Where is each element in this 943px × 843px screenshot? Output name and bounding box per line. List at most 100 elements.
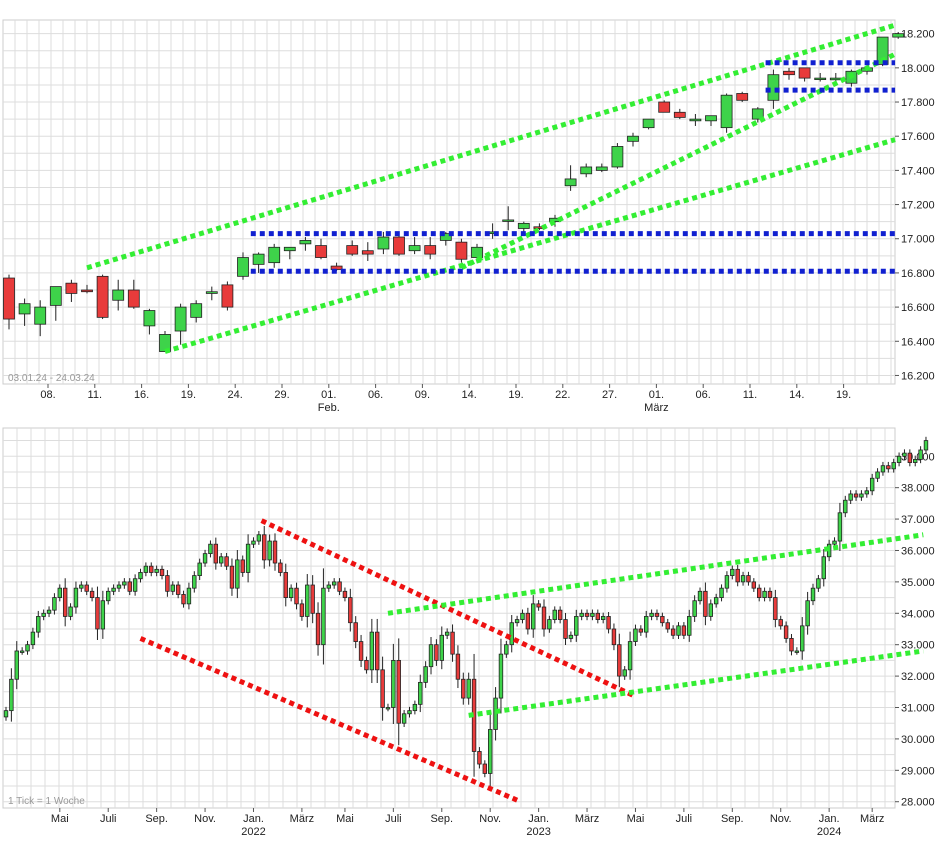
x-tick-label: 01. (321, 389, 336, 401)
candle-up (676, 625, 681, 636)
candle-down (736, 93, 749, 101)
candle-up (649, 612, 654, 617)
candle-up (498, 653, 504, 699)
candle-up (385, 707, 391, 710)
candle-down (783, 70, 795, 76)
candle-down (89, 590, 95, 598)
candle-down (165, 575, 170, 592)
x-tick-label: 27. (602, 389, 617, 401)
uptrend-line (387, 532, 924, 616)
x-tick-label: 19. (836, 389, 851, 401)
plot-frame (2, 427, 896, 809)
candle-down (81, 289, 93, 293)
x-tick-label: Juli (385, 813, 402, 825)
candle-up (106, 590, 111, 602)
candle-down (262, 534, 267, 561)
candle-down (65, 282, 78, 294)
uptrend-line (86, 22, 896, 271)
candle-up (444, 631, 450, 636)
candle-up (369, 631, 375, 671)
candle-down (84, 584, 89, 592)
candle-up (100, 600, 106, 630)
candle-down (224, 556, 229, 567)
candle-up (913, 459, 918, 463)
x-tick-label: 14. (789, 389, 804, 401)
candle-down (221, 284, 234, 308)
candle-down (127, 289, 140, 308)
candle-up (713, 597, 719, 605)
candle-up (708, 603, 713, 617)
candle-down (611, 628, 617, 646)
candle-up (848, 493, 853, 501)
candle-up (579, 612, 584, 617)
x-tick-label: 09. (415, 389, 430, 401)
candle-up (41, 612, 46, 617)
candle-up (531, 603, 536, 630)
x-tick-label: 06. (696, 389, 711, 401)
y-tick-label: 16.400 (901, 336, 935, 348)
candle-up (377, 236, 390, 250)
candle-up (574, 616, 579, 636)
candle-down (767, 590, 773, 598)
candle-up (547, 619, 552, 630)
candle-up (687, 616, 692, 636)
x-tick-label: 14. (462, 389, 477, 401)
x-tick-label: Sep. (430, 813, 453, 825)
candle-up (143, 565, 149, 573)
candle-down (461, 678, 466, 699)
candle-down (375, 631, 380, 671)
candle-down (789, 638, 794, 652)
candle-up (331, 581, 337, 586)
candle-up (568, 634, 574, 639)
candle-up (580, 166, 593, 175)
candle-down (127, 581, 132, 592)
candle-up (821, 556, 826, 580)
candle-down (557, 609, 563, 620)
candle-up (810, 587, 816, 602)
candle-down (315, 245, 327, 258)
candle-up (391, 659, 396, 708)
candle-down (455, 241, 468, 260)
uptrend-line (468, 648, 924, 718)
y-tick-label: 36.000 (901, 545, 935, 557)
candle-up (218, 556, 224, 564)
candle-down (361, 250, 374, 255)
x-tick-label: Juli (676, 813, 693, 825)
candle-down (773, 597, 778, 620)
candle-up (880, 465, 886, 473)
candle-up (170, 584, 175, 592)
candle-up (208, 543, 213, 555)
candle-down (886, 465, 891, 470)
candle-up (552, 609, 557, 620)
candle-up (14, 650, 19, 680)
x-tick-label: 22. (555, 389, 570, 401)
candle-down (783, 625, 789, 639)
plot-frame (2, 19, 896, 385)
y-tick-label: 31.000 (901, 703, 935, 715)
candle-down (670, 628, 676, 636)
candle-up (896, 455, 902, 463)
x-tick-sublabel: 2022 (241, 826, 265, 838)
candle-down (681, 625, 687, 636)
candle-up (57, 587, 62, 598)
candle-up (692, 600, 697, 617)
x-tick-label: Sep. (721, 813, 744, 825)
candle-up (251, 540, 256, 545)
candle-down (450, 631, 455, 655)
candle-down (348, 597, 353, 624)
candle-up (902, 452, 907, 457)
candle-up (642, 118, 655, 129)
candle-up (859, 493, 864, 498)
candle-down (751, 581, 757, 589)
uptrend-line (164, 137, 896, 354)
y-tick-label: 29.000 (901, 765, 935, 777)
y-tick-label: 18.000 (901, 63, 935, 75)
candle-up (252, 253, 265, 265)
candle-down (278, 562, 283, 573)
y-tick-label: 17.600 (901, 131, 935, 143)
candle-up (49, 286, 62, 306)
candle-down (95, 597, 100, 630)
candle-down (617, 644, 622, 677)
candle-up (837, 512, 843, 542)
candle-up (892, 33, 905, 38)
